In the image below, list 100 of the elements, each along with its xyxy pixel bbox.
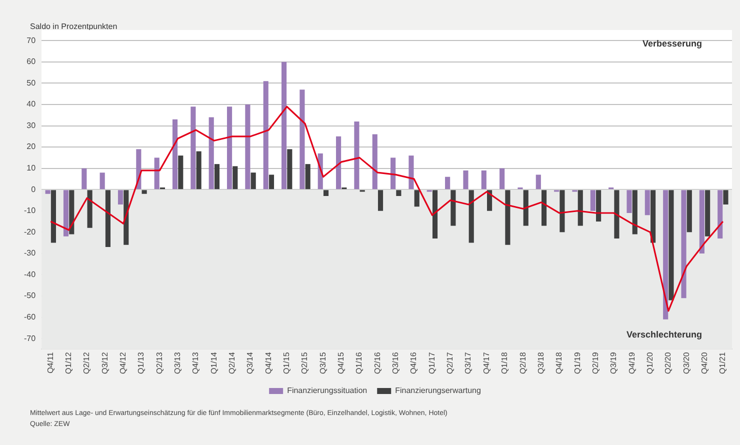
y-tick-label: -20 [24,227,36,236]
x-tick-label: Q1/14 [209,352,218,374]
bar [523,190,528,226]
x-tick-label: Q3/12 [100,352,110,374]
legend-label: Finanzierungssituation [287,386,368,396]
x-tick-label: Q2/17 [446,352,455,374]
bar [468,190,474,243]
x-tick-label: Q2/20 [664,352,673,374]
bar [82,168,87,190]
x-tick-label: Q4/17 [482,352,491,374]
y-tick-label: 60 [26,57,36,66]
x-tick-label: Q3/20 [682,352,691,374]
bar [578,190,583,226]
y-tick-label: -40 [24,270,36,279]
bar [590,190,596,211]
bar [214,164,220,190]
bar [50,190,56,243]
x-tick-label: Q3/17 [464,352,473,374]
x-tick-label: Q3/16 [391,352,400,374]
x-tick-label: Q3/15 [318,352,328,374]
y-tick-label: 50 [26,78,36,88]
bar [481,170,486,190]
x-tick-label: Q2/18 [518,352,528,374]
bar [354,122,360,190]
y-tick-label: 40 [26,100,36,109]
x-tick-label: Q1/17 [427,352,436,374]
x-tick-label: Q3/14 [246,352,255,374]
bar [432,190,438,239]
x-tick-label: Q2/13 [154,352,164,374]
bar [390,158,396,190]
bar [705,190,710,236]
bar [178,156,184,190]
x-tick-label: Q1/18 [500,352,510,374]
x-tick-label: Q4/20 [700,352,709,374]
bar [154,158,160,190]
x-tick-label: Q4/19 [627,352,636,374]
bar [118,190,124,204]
bar [196,151,202,190]
bar [542,190,547,226]
bar [596,190,602,222]
bar [372,134,378,190]
x-tick-label: Q3/13 [173,352,182,374]
bar [500,168,505,190]
bar [408,156,414,190]
bar [100,172,105,190]
bar [560,190,565,232]
bar [614,190,620,239]
x-tick-label: Q3/18 [536,352,546,374]
bar [190,106,196,190]
annotation: Verbesserung [642,38,702,48]
y-tick-label: -30 [24,248,36,258]
bar [378,190,384,211]
bar [396,190,402,196]
bar [250,172,256,190]
x-tick-label: Q4/11 [46,352,55,374]
bar [663,190,668,320]
bar [208,117,214,190]
bar [450,190,456,226]
bar [463,170,468,190]
x-tick-label: Q1/20 [645,352,654,374]
y-tick-label: -60 [24,312,36,322]
y-tick-label: -10 [24,206,36,216]
bar [263,81,268,190]
bar [336,136,342,190]
x-tick-label: Q2/12 [82,352,92,374]
bar [87,190,92,228]
bar [232,166,238,190]
bar [287,149,292,190]
bar [718,190,723,239]
bar [644,190,650,216]
bar [632,190,638,234]
x-tick-label: Q4/14 [264,352,273,374]
bar [69,190,74,234]
bar [245,104,250,190]
bar [686,190,692,232]
bar [172,119,178,190]
bar [305,164,310,190]
bar [105,190,111,248]
y-tick-label: 70 [26,36,36,45]
bar [699,190,704,254]
bar [63,190,69,236]
legend-label: Finanzierungserwartung [395,386,481,396]
bar [124,190,129,245]
bar [226,106,232,190]
x-tick-label: Q4/12 [118,352,128,374]
x-tick-label: Q2/15 [300,352,310,374]
y-tick-label: 30 [26,120,36,130]
x-tick-label: Q1/16 [354,352,364,374]
x-tick-label: Q4/13 [191,352,200,374]
bar [681,190,686,298]
x-tick-label: Q2/16 [372,352,382,374]
annotation: Verschlechterung [626,330,702,340]
y-tick-label: -50 [24,291,36,300]
x-tick-label: Q1/15 [282,352,292,374]
bar [650,190,656,243]
bar [282,62,287,190]
x-tick-label: Q1/13 [136,352,146,374]
x-tick-label: Q3/19 [609,352,618,374]
y-tick-label: 0 [31,184,36,194]
bar [486,190,492,211]
